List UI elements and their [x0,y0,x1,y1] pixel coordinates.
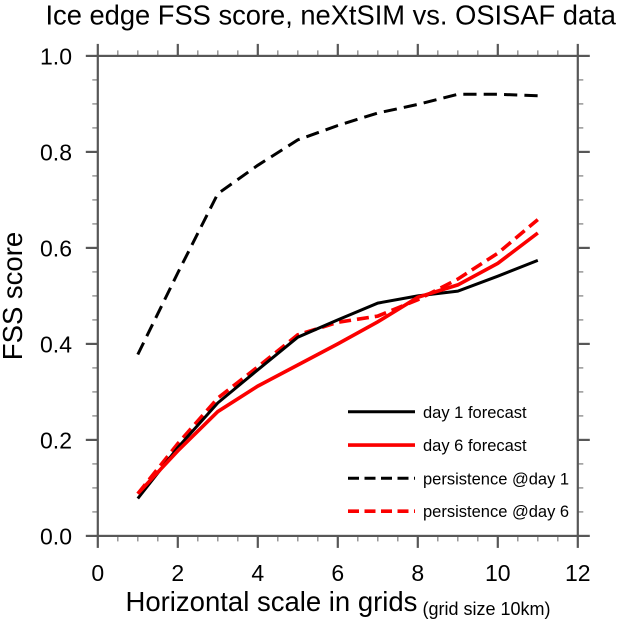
svg-text:6: 6 [331,560,344,586]
svg-text:10: 10 [485,560,511,586]
svg-text:Horizontal scale in grids: Horizontal scale in grids [126,586,418,617]
svg-text:8: 8 [411,560,424,586]
svg-text:0.4: 0.4 [40,331,72,357]
svg-text:12: 12 [565,560,591,586]
svg-text:Ice edge FSS score, neXtSIM vs: Ice edge FSS score, neXtSIM vs. OSISAF d… [45,0,616,31]
svg-text:FSS score: FSS score [0,232,28,360]
svg-text:persistence @day 1: persistence @day 1 [423,470,569,488]
svg-text:persistence @day 6: persistence @day 6 [423,503,569,521]
svg-text:0.8: 0.8 [40,139,72,165]
svg-text:0.0: 0.0 [40,523,72,549]
svg-text:0: 0 [91,560,104,586]
svg-text:4: 4 [251,560,264,586]
svg-text:0.2: 0.2 [40,427,72,453]
svg-text:0.6: 0.6 [40,235,72,261]
svg-text:2: 2 [171,560,184,586]
svg-text:day 6 forecast: day 6 forecast [423,437,527,455]
svg-text:(grid size 10km): (grid size 10km) [423,599,551,619]
svg-text:day 1 forecast: day 1 forecast [423,404,527,422]
svg-text:1.0: 1.0 [40,43,72,69]
